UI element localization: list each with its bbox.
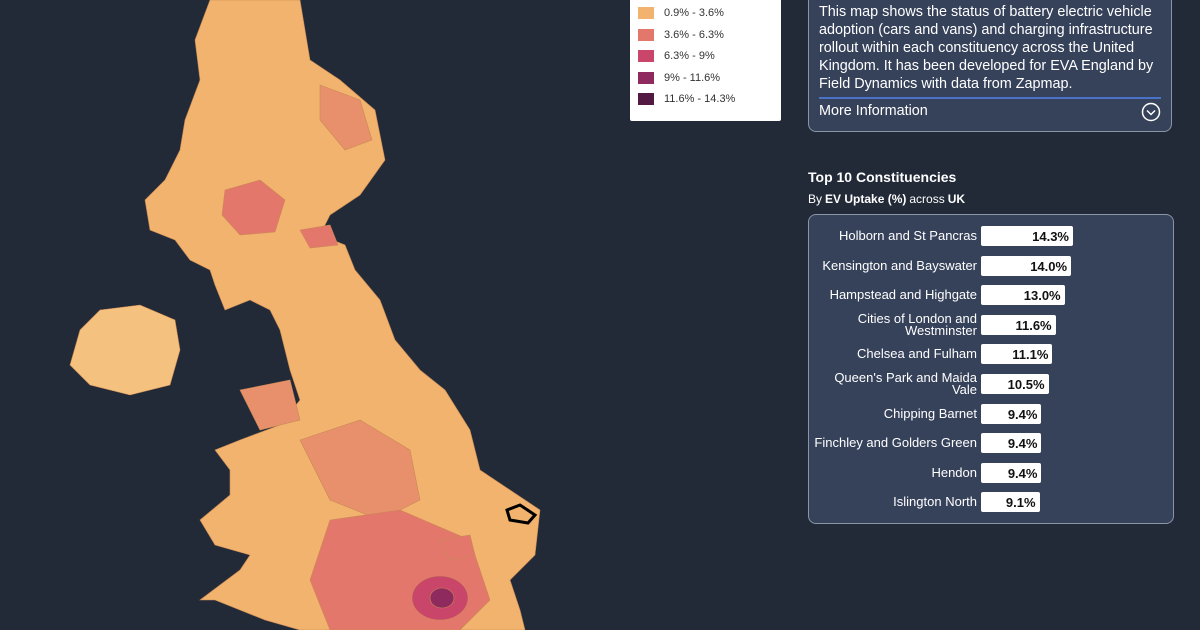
- region: [429, 587, 455, 609]
- value-label: 11.1%: [1012, 347, 1049, 363]
- bar-row: Cities of London and Westminster 11.6%: [809, 312, 1173, 338]
- legend-label: 11.6% - 14.3%: [664, 93, 736, 105]
- legend-label: 0.9% - 3.6%: [664, 7, 724, 19]
- bar-row: Islington North 9.1%: [809, 489, 1173, 515]
- value-label: 9.4%: [1007, 436, 1038, 452]
- bar-row: Queen's Park and Maida Vale 10.5%: [809, 371, 1173, 397]
- chart-title: Top 10 Constituencies: [808, 169, 957, 185]
- bar-row: Chipping Barnet 9.4%: [809, 401, 1173, 427]
- category-label: Hendon: [931, 464, 977, 480]
- legend-swatch: [638, 50, 654, 62]
- bar-row: Holborn and St Pancras 14.3%: [809, 223, 1173, 249]
- divider: [819, 97, 1161, 99]
- category-label: Islington North: [893, 494, 977, 510]
- legend: 0.9% - 3.6% 3.6% - 6.3% 6.3% - 9% 9% - 11.6…: [630, 0, 781, 121]
- value-label: 13.0%: [1023, 288, 1061, 304]
- value-label: 9.1%: [1005, 495, 1036, 511]
- subtitle-part: across: [909, 192, 945, 206]
- bar: 13.0%: [981, 285, 1065, 306]
- category-label: Cities of London and Westminster: [857, 310, 977, 338]
- region: [299, 224, 339, 249]
- region: [319, 84, 373, 151]
- bar-row: Chelsea and Fulham 11.1%: [809, 341, 1173, 367]
- category-label: Chipping Barnet: [883, 405, 977, 421]
- value-label: 14.3%: [1032, 229, 1069, 244]
- value-label: 9.4%: [1007, 465, 1038, 481]
- legend-label: 6.3% - 9%: [664, 50, 715, 62]
- category-label: Kensington and Bayswater: [822, 257, 977, 273]
- more-info-link[interactable]: More Information: [819, 103, 928, 119]
- category-label: Holborn and St Pancras: [838, 228, 977, 243]
- bar: 11.6%: [981, 314, 1056, 335]
- bar: 9.4%: [981, 462, 1042, 483]
- subtitle-part: By: [808, 192, 823, 206]
- bar: 11.1%: [981, 344, 1053, 365]
- value-label: 9.4%: [1007, 406, 1038, 422]
- legend-label: 9% - 11.6%: [664, 71, 721, 84]
- bar: 14.0%: [981, 255, 1072, 276]
- value-label: 14.0%: [1030, 258, 1068, 274]
- region: [439, 534, 476, 561]
- legend-label: 3.6% - 6.3%: [664, 28, 724, 41]
- bar: 10.5%: [981, 374, 1049, 394]
- subtitle-part: UK: [947, 192, 966, 206]
- bar-row: Finchley and Golders Green 9.4%: [809, 430, 1173, 456]
- info-panel: This map shows the status of battery ele…: [808, 0, 1172, 132]
- expand-icon[interactable]: [1141, 102, 1161, 122]
- bar: 9.4%: [981, 433, 1042, 454]
- great-britain[interactable]: [144, 0, 541, 630]
- legend-item: 11.6% - 14.3%: [638, 93, 735, 105]
- info-text: This map shows the status of battery ele…: [819, 4, 1154, 92]
- chart: Holborn and St Pancras 14.3% Kensington an…: [808, 214, 1174, 524]
- bar-row: Kensington and Bayswater 14.0%: [809, 253, 1173, 279]
- bar-row: Hampstead and Highgate 13.0%: [809, 282, 1173, 308]
- legend-swatch: [638, 28, 654, 41]
- value-label: 10.5%: [1007, 377, 1045, 392]
- legend-swatch: [638, 93, 654, 105]
- region: [299, 419, 421, 521]
- region: [221, 179, 286, 236]
- map[interactable]: [0, 0, 600, 630]
- bar: 9.4%: [981, 403, 1042, 424]
- bar-row: Hendon 9.4%: [809, 460, 1173, 486]
- region: [239, 379, 301, 431]
- northern-ireland[interactable]: [69, 304, 181, 396]
- selected-region[interactable]: [505, 503, 538, 525]
- legend-swatch: [638, 71, 654, 84]
- value-label: 11.6%: [1015, 317, 1052, 333]
- category-label: Hampstead and Highgate: [829, 287, 977, 303]
- legend-item: 6.3% - 9%: [638, 50, 715, 62]
- category-label: Queen's Park and Maida Vale: [834, 370, 977, 397]
- category-label: Finchley and Golders Green: [814, 435, 977, 451]
- chart-subtitle: By EV Uptake (%) across UK: [808, 192, 968, 206]
- legend-item: 9% - 11.6%: [638, 71, 721, 84]
- legend-item: 0.9% - 3.6%: [638, 7, 724, 19]
- legend-swatch: [638, 7, 654, 19]
- bar: 9.1%: [981, 492, 1040, 513]
- bar: 14.3%: [981, 226, 1073, 246]
- category-label: Chelsea and Fulham: [857, 346, 977, 362]
- legend-item: 3.6% - 6.3%: [638, 28, 724, 41]
- subtitle-part: EV Uptake (%): [825, 192, 907, 206]
